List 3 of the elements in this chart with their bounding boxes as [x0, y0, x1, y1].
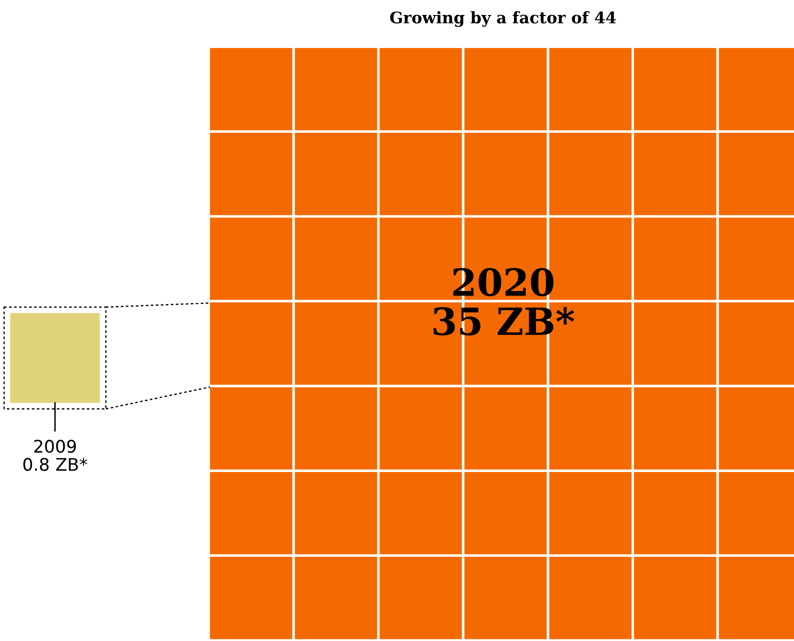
text: Growing by a factor of 44 — [390, 11, 616, 27]
category-label: 2009 — [34, 440, 76, 453]
data-label: 0.8 ZB* — [23, 458, 88, 471]
